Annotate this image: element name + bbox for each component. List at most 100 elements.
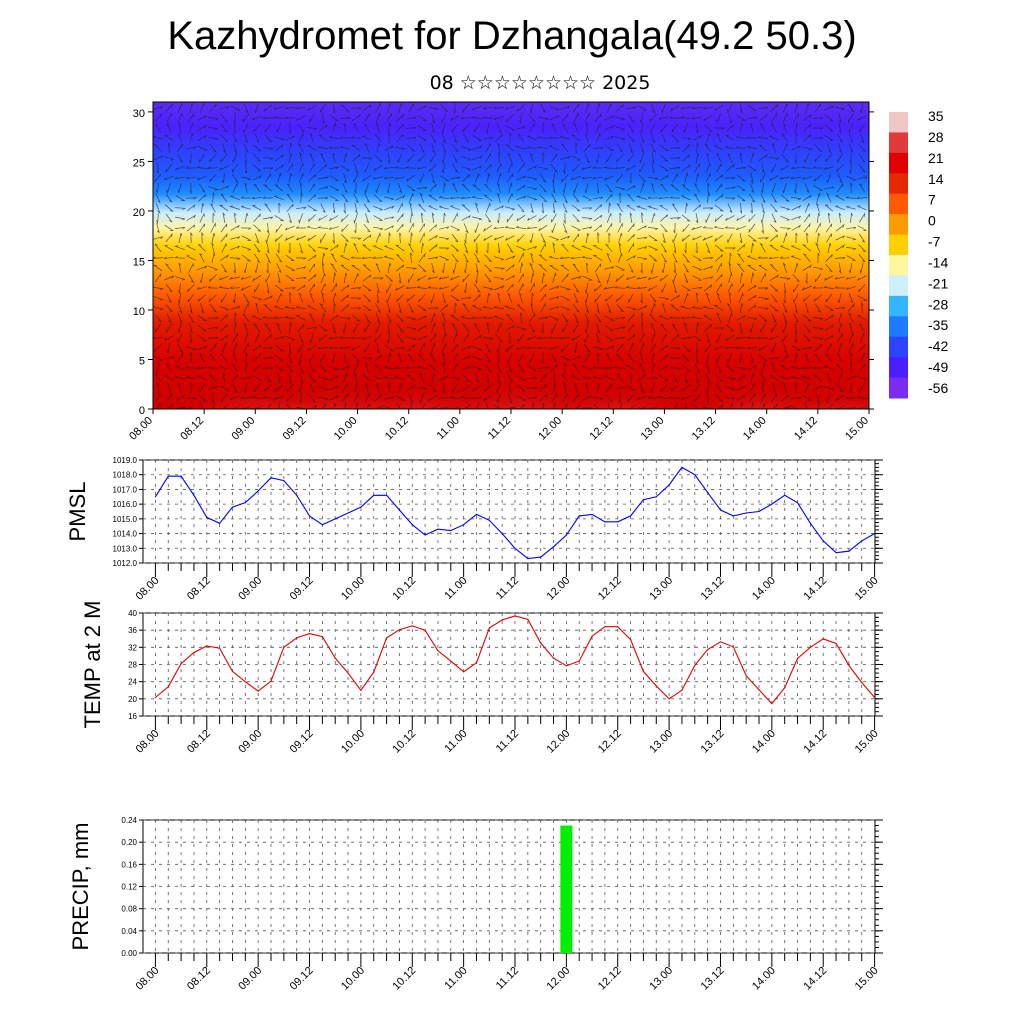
wind-vector [386, 293, 392, 303]
wind-vector [747, 304, 757, 312]
wind-vector [724, 376, 737, 381]
wind-vector [618, 233, 623, 243]
wind-vector [274, 365, 284, 372]
colorbar-label: 21 [928, 150, 944, 166]
wind-vector [804, 383, 810, 393]
wind-vector [332, 293, 337, 303]
wind-vector [539, 194, 548, 203]
wind-vector [318, 376, 330, 381]
wind-vector [769, 103, 779, 112]
temp-data-point [437, 650, 439, 652]
wind-vector [605, 193, 613, 203]
wind-vector [682, 184, 690, 192]
wind-vector [770, 224, 778, 232]
wind-vector [442, 262, 445, 274]
wind-vector [219, 106, 230, 110]
colorbar-label: -21 [928, 275, 948, 291]
wind-vector [461, 323, 470, 333]
wind-vector [681, 234, 691, 242]
precip-xtick-label: 13.12 [699, 965, 727, 993]
wind-vector [211, 232, 216, 243]
wind-vector [835, 223, 845, 232]
wind-vector [592, 366, 603, 369]
wind-vector [406, 344, 416, 352]
wind-vector [190, 351, 193, 364]
wind-vector [339, 117, 351, 120]
wind-vector [266, 262, 269, 274]
wind-vector [694, 193, 700, 203]
wind-vector [157, 401, 161, 409]
wind-vector [531, 292, 534, 304]
pmsl-data-point [861, 540, 863, 542]
wind-vector [585, 133, 589, 143]
wind-vector [450, 205, 460, 211]
wind-vector [406, 336, 417, 341]
wind-vector [747, 294, 757, 302]
wind-vector [670, 294, 681, 301]
wind-vector [198, 183, 206, 193]
wind-vector [639, 163, 645, 173]
wind-vector [318, 385, 330, 391]
wind-vector [793, 293, 799, 303]
wind-vector [395, 285, 405, 291]
wind-vector [353, 362, 359, 373]
wind-vector [573, 293, 579, 303]
wind-vector [195, 366, 208, 369]
wind-vector [396, 333, 405, 343]
wind-vector [165, 392, 173, 403]
wind-vector [274, 184, 284, 192]
wind-vector [219, 254, 230, 262]
wind-vector [450, 244, 460, 252]
wind-vector [762, 401, 766, 409]
wind-vector [814, 153, 822, 163]
wind-vector [165, 163, 173, 174]
wind-vector [387, 303, 391, 314]
wind-vector [593, 196, 604, 200]
wind-vector [328, 336, 339, 340]
wind-vector [804, 153, 810, 163]
wind-vector [640, 292, 643, 304]
wind-vector [299, 151, 303, 163]
wind-vector [317, 396, 330, 401]
wind-vector [471, 184, 482, 192]
wind-vector [713, 327, 725, 330]
wind-vector [593, 284, 602, 292]
heatmap-xtick-label: 12.00 [536, 415, 564, 443]
wind-vector [551, 392, 557, 403]
wind-vector [410, 403, 413, 409]
wind-vector [541, 352, 544, 364]
wind-vector [472, 165, 483, 171]
wind-vector [471, 396, 483, 400]
heatmap-xtick-label: 11.00 [435, 415, 462, 442]
pmsl-data-point [475, 513, 478, 516]
wind-vector [581, 217, 593, 220]
wind-vector [332, 121, 337, 133]
wind-vector [571, 275, 582, 280]
wind-vector [494, 276, 505, 281]
wind-vector [779, 277, 791, 281]
wind-vector [704, 324, 712, 332]
wind-vector [575, 141, 578, 154]
wind-vector [351, 113, 361, 122]
wind-vector [604, 125, 614, 131]
wind-vector [209, 342, 217, 353]
wind-vector [165, 304, 173, 312]
wind-vector [506, 173, 514, 183]
wind-vector [561, 373, 569, 383]
wind-vector [846, 226, 857, 230]
wind-vector [562, 203, 568, 213]
wind-vector [583, 343, 592, 353]
wind-vector [274, 164, 285, 172]
wind-vector [475, 272, 478, 285]
wind-vector [442, 361, 446, 373]
pmsl-ytick-label: 1017.0 [113, 485, 138, 494]
wind-vector [691, 226, 702, 231]
wind-vector [153, 286, 165, 291]
wind-vector [857, 275, 867, 281]
wind-vector [473, 233, 481, 243]
wind-vector [156, 223, 160, 234]
wind-vector [606, 353, 612, 363]
temp-data-point [552, 657, 555, 659]
wind-vector [450, 275, 460, 281]
